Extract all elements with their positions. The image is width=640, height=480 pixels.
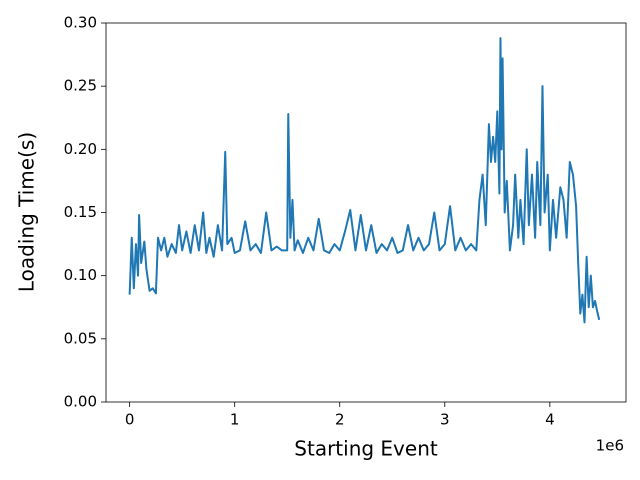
- x-tick-label: 3: [440, 411, 450, 429]
- y-tick-label: 0.05: [64, 329, 97, 347]
- y-tick-label: 0.10: [64, 266, 97, 284]
- y-tick-label: 0.15: [64, 203, 97, 221]
- y-axis-title: Loading Time(s): [15, 132, 39, 292]
- y-tick-label: 0.20: [64, 140, 97, 158]
- axes-frame: [105, 22, 627, 403]
- x-tick-label: 4: [545, 411, 555, 429]
- x-offset-text: 1e6: [596, 437, 624, 455]
- x-tick-label: 1: [230, 411, 240, 429]
- x-axis-title: Starting Event: [294, 437, 438, 461]
- y-tick-label: 0.00: [64, 393, 97, 411]
- y-tick-label: 0.30: [64, 14, 97, 32]
- y-tick-label: 0.25: [64, 77, 97, 95]
- x-tick-label: 0: [125, 411, 135, 429]
- x-tick-label: 2: [335, 411, 345, 429]
- data-line: [128, 37, 601, 324]
